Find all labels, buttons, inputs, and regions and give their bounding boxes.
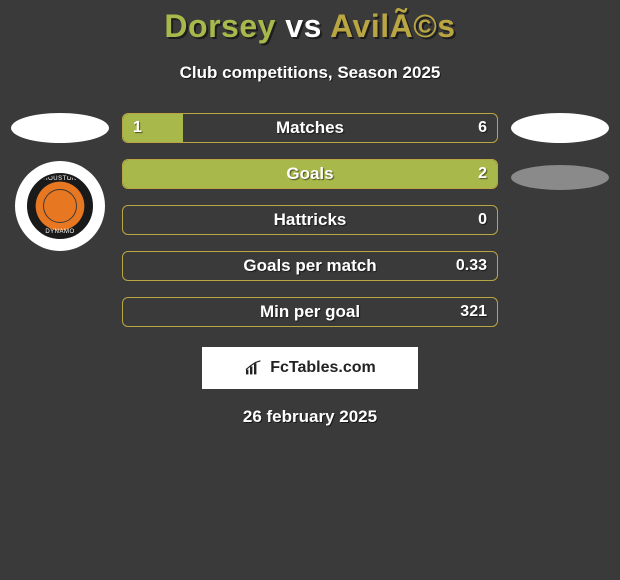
stat-right-value: 321	[460, 298, 487, 326]
player1-flag-placeholder	[11, 113, 109, 143]
stat-label: Goals per match	[123, 252, 497, 280]
stat-bar: Goals2	[122, 159, 498, 189]
brand-text: FcTables.com	[270, 359, 376, 377]
brand-chart-icon	[244, 360, 264, 376]
stat-label: Min per goal	[123, 298, 497, 326]
stat-bar: Min per goal321	[122, 297, 498, 327]
stat-right-value: 0.33	[456, 252, 487, 280]
right-side-col	[500, 113, 620, 190]
main-row: 1Matches6 Goals2 Hattricks0 Goals per match…	[0, 113, 620, 327]
stat-bar: 1Matches6	[122, 113, 498, 143]
player2-club-placeholder	[511, 165, 609, 190]
stat-bar: Hattricks0	[122, 205, 498, 235]
stat-label: Hattricks	[123, 206, 497, 234]
player1-club-badge	[15, 161, 105, 251]
stat-label: Matches	[123, 114, 497, 142]
player2-name: AvilÃ©s	[330, 8, 455, 44]
player1-name: Dorsey	[164, 8, 276, 44]
subtitle: Club competitions, Season 2025	[0, 63, 620, 83]
comparison-title: Dorsey vs AvilÃ©s	[0, 0, 620, 45]
brand-box: FcTables.com	[202, 347, 418, 389]
player2-flag-placeholder	[511, 113, 609, 143]
vs-text: vs	[285, 8, 322, 44]
stat-bars: 1Matches6 Goals2 Hattricks0 Goals per match…	[120, 113, 500, 327]
stat-right-value: 2	[478, 160, 487, 188]
date-text: 26 february 2025	[0, 407, 620, 427]
dynamo-logo	[27, 173, 93, 239]
left-side-col	[0, 113, 120, 251]
stat-bar: Goals per match0.33	[122, 251, 498, 281]
stat-right-value: 0	[478, 206, 487, 234]
stat-right-value: 6	[478, 114, 487, 142]
stat-label: Goals	[123, 160, 497, 188]
